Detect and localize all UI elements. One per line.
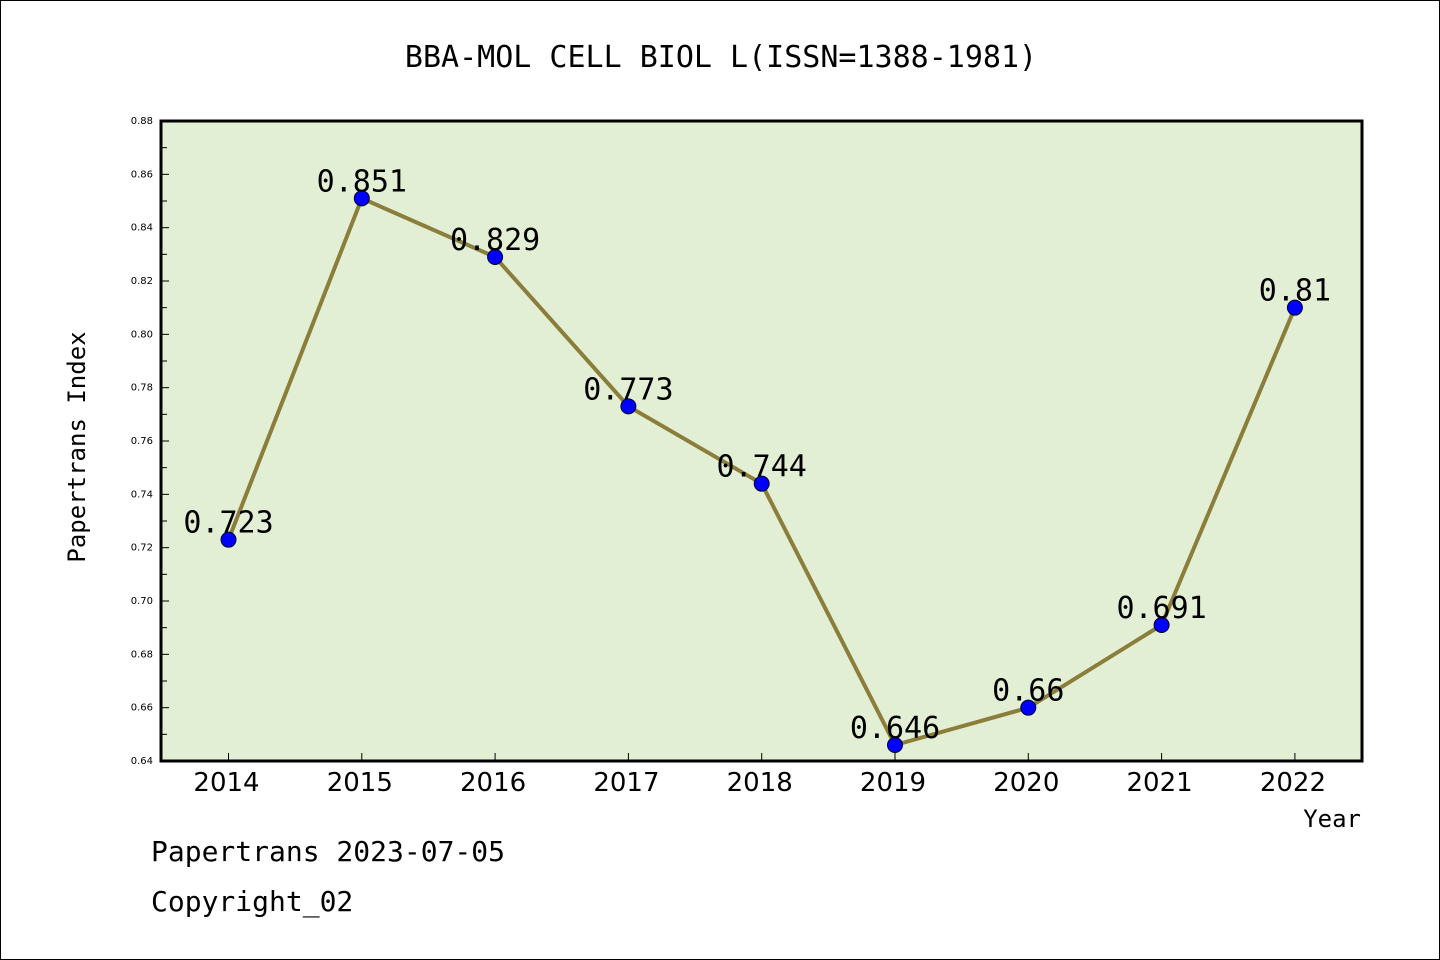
x-tick-label: 2018 [727,768,793,798]
y-tick-label: 0.68 [131,649,153,660]
data-label: 0.723 [183,506,273,541]
data-point [753,475,770,492]
y-tick-label: 0.72 [131,543,153,554]
y-tick-label: 0.86 [131,169,153,180]
y-tick-label: 0.80 [131,329,153,340]
x-tick-label: 2022 [1260,768,1326,798]
data-point [1153,617,1170,633]
data-label: 0.66 [992,674,1064,709]
x-tick-label: 2021 [1127,768,1193,798]
data-label: 0.81 [1259,274,1331,309]
data-point [487,249,504,265]
series-line [220,190,1303,753]
data-label: 0.691 [1116,591,1206,626]
data-point [1286,299,1303,316]
x-tick-label: 2017 [593,768,659,798]
data-label: 0.773 [583,372,673,407]
x-tick-label: 2016 [460,768,526,798]
y-tick-label: 0.84 [131,223,153,234]
y-axis: 0.64 0.66 0.68 0.70 0.72 0.74 0.76 0.78 0.80 0.82… [131,116,169,767]
x-tick-label: 2019 [860,768,926,798]
x-tick-label: 2020 [993,768,1059,798]
data-point [887,737,903,753]
y-tick-label: 0.70 [131,596,153,607]
data-point [620,398,637,415]
y-tick-label: 0.76 [131,436,153,447]
plot-area [159,119,1364,763]
x-tick-label: 2015 [327,768,393,798]
x-axis: 2014 2015 2016 2017 2018 2019 2020 2021 2022 [193,753,1326,798]
y-tick-label: 0.78 [131,383,153,394]
data-label: 0.829 [450,223,540,258]
y-tick-label: 0.88 [131,116,153,127]
x-tick-label: 2014 [193,768,259,798]
y-axis-label: Papertrans Index [63,331,91,562]
y-tick-label: 0.74 [131,489,153,500]
data-point [220,531,237,548]
data-labels: 0.723 0.851 0.829 0.773 0.744 0.646 0.66 0.691 0… [183,164,1331,746]
footer-date: Papertrans 2023-07-05 [151,835,506,868]
y-tick-label: 0.66 [131,703,153,714]
y-tick-label: 0.82 [131,276,153,287]
data-label: 0.646 [850,711,940,746]
data-point [1020,699,1037,716]
data-point [353,190,370,207]
data-label: 0.851 [317,164,407,199]
data-label: 0.744 [717,450,807,485]
y-tick-label: 0.64 [131,756,153,767]
footer-copyright: Copyright_02 [151,885,354,918]
x-axis-label: Year [1303,805,1361,833]
chart-title: BBA-MOL CELL BIOL L(ISSN=1388-1981) [405,40,1037,75]
